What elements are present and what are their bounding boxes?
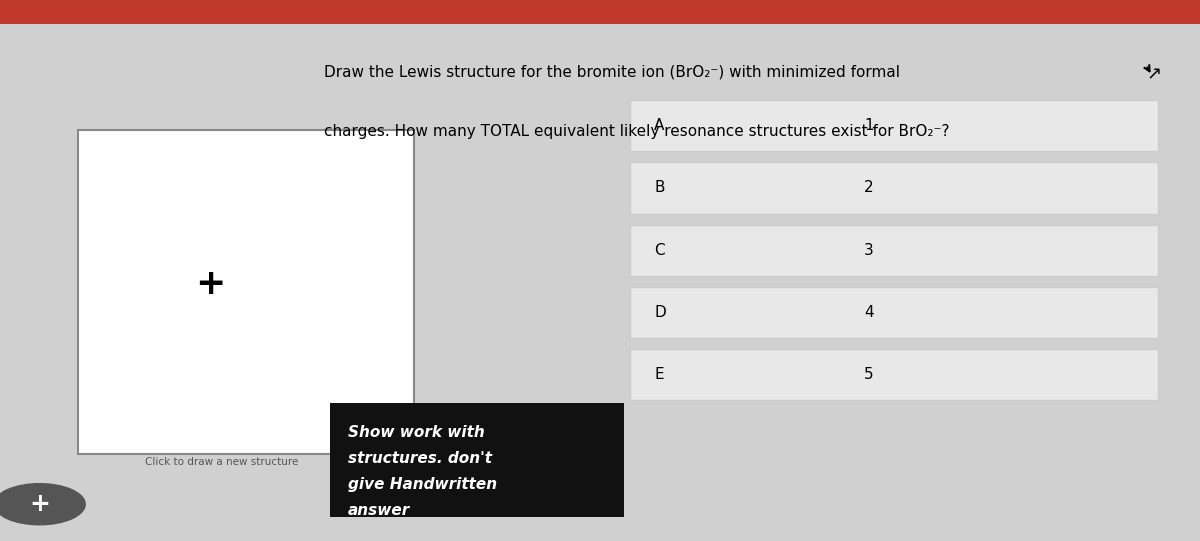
Text: structures. don't: structures. don't: [348, 451, 492, 466]
FancyBboxPatch shape: [0, 0, 1200, 24]
Text: D: D: [654, 305, 666, 320]
Text: 4: 4: [864, 305, 874, 320]
Text: B: B: [654, 181, 665, 195]
Text: Show work with: Show work with: [348, 425, 485, 440]
FancyBboxPatch shape: [330, 403, 624, 517]
Text: Draw the Lewis structure for the bromite ion (BrO₂⁻) with minimized formal: Draw the Lewis structure for the bromite…: [324, 65, 900, 80]
Text: Click to draw a new structure: Click to draw a new structure: [145, 457, 299, 467]
Text: answer: answer: [348, 503, 410, 518]
Circle shape: [0, 484, 85, 525]
Text: E: E: [654, 367, 664, 382]
Text: give Handwritten: give Handwritten: [348, 477, 497, 492]
Text: 1: 1: [864, 118, 874, 133]
Text: +: +: [29, 492, 50, 516]
Text: 3: 3: [864, 243, 874, 258]
Text: +: +: [194, 267, 226, 301]
Text: 2: 2: [864, 181, 874, 195]
FancyBboxPatch shape: [630, 287, 1158, 338]
FancyBboxPatch shape: [630, 100, 1158, 151]
FancyBboxPatch shape: [630, 225, 1158, 276]
FancyBboxPatch shape: [630, 349, 1158, 400]
FancyBboxPatch shape: [78, 130, 414, 454]
Text: C: C: [654, 243, 665, 258]
Text: A: A: [654, 118, 665, 133]
Text: ↗: ↗: [1146, 65, 1162, 83]
Text: charges. How many TOTAL equivalent likely resonance structures exist for BrO₂⁻?: charges. How many TOTAL equivalent likel…: [324, 124, 949, 140]
FancyBboxPatch shape: [630, 162, 1158, 214]
Text: 5: 5: [864, 367, 874, 382]
